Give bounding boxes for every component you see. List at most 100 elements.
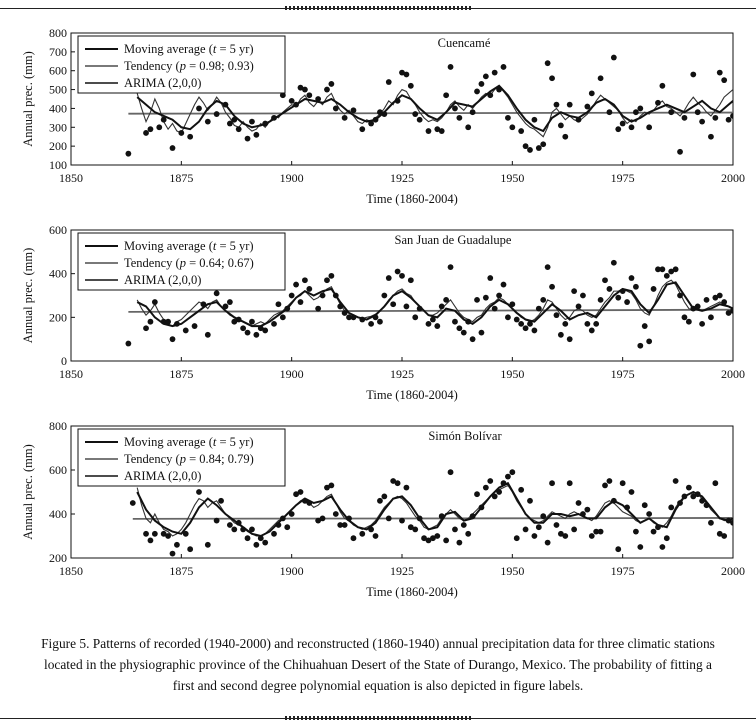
data-point xyxy=(610,54,617,61)
legend-italic: p xyxy=(179,452,186,466)
legend-entry: Moving average (t = 5 yr) xyxy=(124,42,254,56)
data-point xyxy=(566,480,573,487)
x-axis-label: Time (1860-2004) xyxy=(366,192,458,206)
data-point xyxy=(178,130,185,136)
data-point xyxy=(641,502,648,509)
data-point xyxy=(553,312,560,319)
data-point xyxy=(469,513,476,520)
data-point xyxy=(549,480,555,487)
figure-caption: Figure 5. Patterns of recorded (1940-200… xyxy=(12,633,744,696)
x-tick-label: 1900 xyxy=(280,367,304,381)
x-tick-label: 2000 xyxy=(721,564,745,578)
data-point xyxy=(174,320,180,327)
data-point xyxy=(633,528,639,535)
data-point xyxy=(302,277,308,284)
data-point xyxy=(699,497,706,504)
x-tick-label: 1975 xyxy=(611,564,635,578)
data-point xyxy=(531,116,538,123)
legend-text: ARIMA (2,0,0) xyxy=(124,273,201,287)
data-point xyxy=(505,114,511,121)
x-tick-label: 1950 xyxy=(500,564,524,578)
data-point xyxy=(174,541,180,548)
x-tick-label: 1875 xyxy=(169,367,193,381)
data-point xyxy=(390,478,397,484)
data-point xyxy=(465,318,472,325)
data-point xyxy=(646,338,653,345)
data-point xyxy=(557,331,564,338)
data-point xyxy=(588,327,595,334)
data-point xyxy=(147,318,154,325)
data-point xyxy=(721,299,728,305)
legend-text: Tendency ( xyxy=(124,256,180,270)
data-point xyxy=(341,522,348,528)
data-point xyxy=(262,327,269,334)
data-point xyxy=(557,530,564,537)
data-point xyxy=(663,272,670,279)
data-point xyxy=(677,500,683,506)
data-point xyxy=(606,478,613,484)
legend-text: = 5 yr) xyxy=(216,239,253,253)
data-point xyxy=(465,530,472,537)
data-point xyxy=(557,122,564,129)
data-point xyxy=(580,292,586,299)
data-point xyxy=(447,469,454,476)
data-point xyxy=(443,92,450,99)
data-point xyxy=(240,526,247,533)
data-point xyxy=(668,504,675,511)
data-point xyxy=(359,316,366,323)
data-point xyxy=(584,320,591,327)
data-point xyxy=(646,124,653,131)
data-point xyxy=(182,530,189,537)
data-point xyxy=(231,526,238,533)
y-tick-label: 200 xyxy=(49,139,67,153)
data-point xyxy=(165,533,171,539)
data-point xyxy=(513,316,520,323)
legend-italic: t xyxy=(213,435,217,449)
data-point xyxy=(478,81,485,87)
data-point xyxy=(716,292,723,299)
legend-text: Moving average ( xyxy=(124,42,213,56)
data-point xyxy=(293,281,299,288)
data-point xyxy=(125,150,132,157)
data-point xyxy=(650,528,657,535)
data-point xyxy=(231,116,238,123)
data-point xyxy=(540,141,547,148)
data-point xyxy=(372,533,379,539)
tendency-line xyxy=(132,517,733,520)
data-point xyxy=(482,294,489,301)
data-point xyxy=(677,292,683,299)
data-point xyxy=(332,292,339,299)
data-point xyxy=(302,497,308,504)
data-point xyxy=(213,517,220,524)
data-point xyxy=(456,325,463,332)
data-point xyxy=(610,259,617,266)
data-point xyxy=(425,128,432,134)
data-point xyxy=(624,299,630,305)
data-point xyxy=(518,128,525,134)
data-point xyxy=(699,320,706,327)
data-point xyxy=(244,329,251,336)
data-point xyxy=(399,69,405,76)
data-point xyxy=(399,272,405,279)
data-point xyxy=(324,484,330,491)
data-point xyxy=(628,275,635,281)
chart-panel-3: 200 400 600 800 1850 1875 1900 1925 1950 1975 2000… xyxy=(21,419,745,599)
data-point xyxy=(685,318,692,325)
data-point xyxy=(187,133,194,140)
data-point xyxy=(610,497,617,504)
data-point xyxy=(562,320,569,327)
data-point xyxy=(381,493,388,500)
data-point xyxy=(297,299,304,305)
data-point xyxy=(315,517,322,524)
y-axis-label: Annual prec. (mm) xyxy=(21,248,35,343)
data-point xyxy=(160,530,167,537)
x-tick-label: 1975 xyxy=(611,367,635,381)
data-point xyxy=(288,97,295,104)
data-point xyxy=(580,511,586,517)
data-point xyxy=(655,524,661,531)
data-point xyxy=(615,126,622,133)
legend-text: Tendency ( xyxy=(124,452,180,466)
data-point xyxy=(712,114,719,121)
data-point xyxy=(143,130,149,136)
data-point xyxy=(460,522,467,528)
